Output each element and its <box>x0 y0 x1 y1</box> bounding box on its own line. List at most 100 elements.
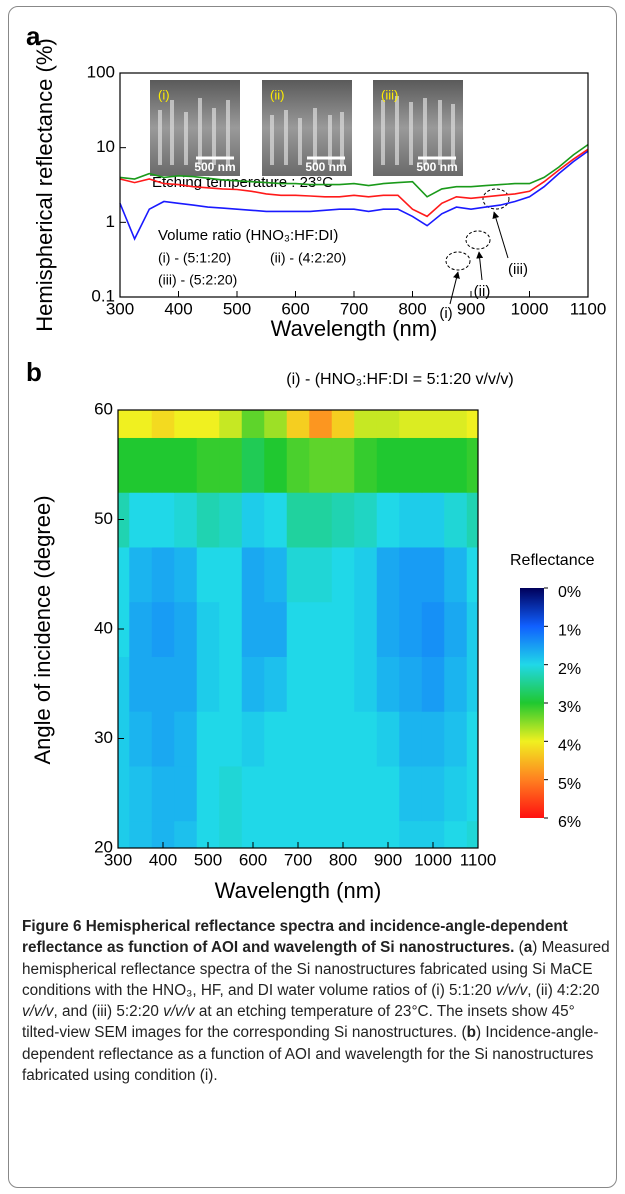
heatmap-cell <box>264 765 288 822</box>
figure: a Hemispherical reflectance (%) Waveleng… <box>26 21 606 903</box>
heatmap-cell <box>219 765 243 822</box>
inset-label: (i) <box>158 87 170 102</box>
heatmap-cell <box>151 410 175 438</box>
heatmap-cell <box>421 410 445 438</box>
heatmap-cell <box>466 711 478 767</box>
heatmap-cell <box>421 492 445 548</box>
heatmap-cell <box>354 601 378 657</box>
panel-label: a <box>26 21 41 51</box>
data-line <box>119 150 589 241</box>
x-tick-label: 500 <box>223 299 251 318</box>
inset-label: (iii) <box>381 87 398 102</box>
caption-text: a <box>523 939 533 957</box>
heatmap-cell <box>241 546 265 603</box>
heatmap-cell <box>466 437 478 493</box>
heatmap-cell <box>354 820 378 848</box>
heatmap-cell <box>118 656 130 712</box>
caption-text: at an etching temperature of 23°C. The i… <box>22 1003 575 1042</box>
colorbar-title: Reflectance <box>510 552 595 569</box>
chart-title: (i) - (HNO₃:HF:DI = 5:1:20 v/v/v) <box>286 371 513 388</box>
heatmap-cell <box>399 656 423 712</box>
panel-b: b (i) - (HNO₃:HF:DI = 5:1:20 v/v/v) Angl… <box>26 357 595 903</box>
x-tick-label: 400 <box>164 299 192 318</box>
heatmap-cell <box>174 437 198 493</box>
sem-image <box>373 80 463 176</box>
heatmap-cell <box>399 492 423 548</box>
heatmap-cell <box>118 437 130 493</box>
x-tick-label: 800 <box>398 299 426 318</box>
y-tick-label: 50 <box>94 509 113 528</box>
caption: Figure 6 Hemispherical reflectance spect… <box>22 916 612 1086</box>
heatmap-cell <box>444 656 468 712</box>
heatmap-cell <box>309 656 333 712</box>
heatmap-cell <box>331 765 355 822</box>
colorbar-tick-label: 1% <box>558 623 581 640</box>
heatmap-cell <box>421 656 445 712</box>
heatmap-cell <box>466 492 478 548</box>
scale-bar-label: 500 nm <box>194 160 235 174</box>
heatmap-cell <box>421 711 445 767</box>
heatmap-cell <box>421 546 445 603</box>
heatmap-cell <box>129 410 153 438</box>
heatmap-cell <box>399 546 423 603</box>
heatmap-cell <box>241 410 265 438</box>
caption-title: Hemispherical reflectance spectra and in… <box>22 918 568 957</box>
y-tick-label: 60 <box>94 399 113 418</box>
heatmap-cell <box>174 546 198 603</box>
x-tick-label: 1000 <box>414 850 452 869</box>
heatmap-cell <box>309 410 333 438</box>
heatmap-cell <box>286 437 310 493</box>
heatmap-cell <box>196 410 220 438</box>
heatmap-cell <box>129 437 153 493</box>
colorbar <box>520 588 544 818</box>
heatmap <box>118 410 478 848</box>
heatmap-cell <box>151 656 175 712</box>
heatmap-cell <box>466 546 478 603</box>
heatmap-cell <box>286 765 310 822</box>
colorbar-tick-label: 2% <box>558 661 581 678</box>
heatmap-cell <box>174 656 198 712</box>
heatmap-cell <box>466 820 478 848</box>
colorbar-tick-label: 4% <box>558 738 581 755</box>
y-tick-label: 30 <box>94 728 113 747</box>
heatmap-cell <box>286 711 310 767</box>
heatmap-cell <box>376 546 400 603</box>
x-tick-label: 1000 <box>511 299 549 318</box>
heatmap-cell <box>286 546 310 603</box>
heatmap-cell <box>129 711 153 767</box>
heatmap-cell <box>309 765 333 822</box>
heatmap-cell <box>118 546 130 603</box>
sem-image <box>150 80 240 176</box>
scale-bar-label: 500 nm <box>416 160 457 174</box>
heatmap-cell <box>241 820 265 848</box>
heatmap-cell <box>399 711 423 767</box>
heatmap-cell <box>376 410 400 438</box>
caption-text: v/v/v <box>495 981 528 999</box>
x-axis-title: Wavelength (nm) <box>271 316 438 341</box>
heatmap-cell <box>331 711 355 767</box>
figure-frame <box>8 6 617 1188</box>
heatmap-cell <box>151 437 175 493</box>
colorbar-tick-label: 3% <box>558 699 581 716</box>
panel-a: a Hemispherical reflectance (%) Waveleng… <box>26 21 606 341</box>
heatmap-cell <box>174 492 198 548</box>
heatmap-cell <box>196 546 220 603</box>
heatmap-cell <box>376 820 400 848</box>
heatmap-cell <box>354 546 378 603</box>
heatmap-cell <box>354 711 378 767</box>
heatmap-cell <box>264 492 288 548</box>
heatmap-cell <box>444 820 468 848</box>
y-tick-label: 1 <box>106 212 115 231</box>
heatmap-cell <box>264 711 288 767</box>
y-axis-title: Angle of incidence (degree) <box>30 495 55 764</box>
heatmap-cell <box>309 820 333 848</box>
heatmap-cell <box>309 711 333 767</box>
x-tick-label: 600 <box>281 299 309 318</box>
heatmap-cell <box>354 437 378 493</box>
heatmap-cell <box>264 546 288 603</box>
colorbar-tick-label: 6% <box>558 814 581 831</box>
heatmap-cell <box>399 601 423 657</box>
panel-label: b <box>26 357 42 387</box>
heatmap-cell <box>331 820 355 848</box>
heatmap-cell <box>241 656 265 712</box>
